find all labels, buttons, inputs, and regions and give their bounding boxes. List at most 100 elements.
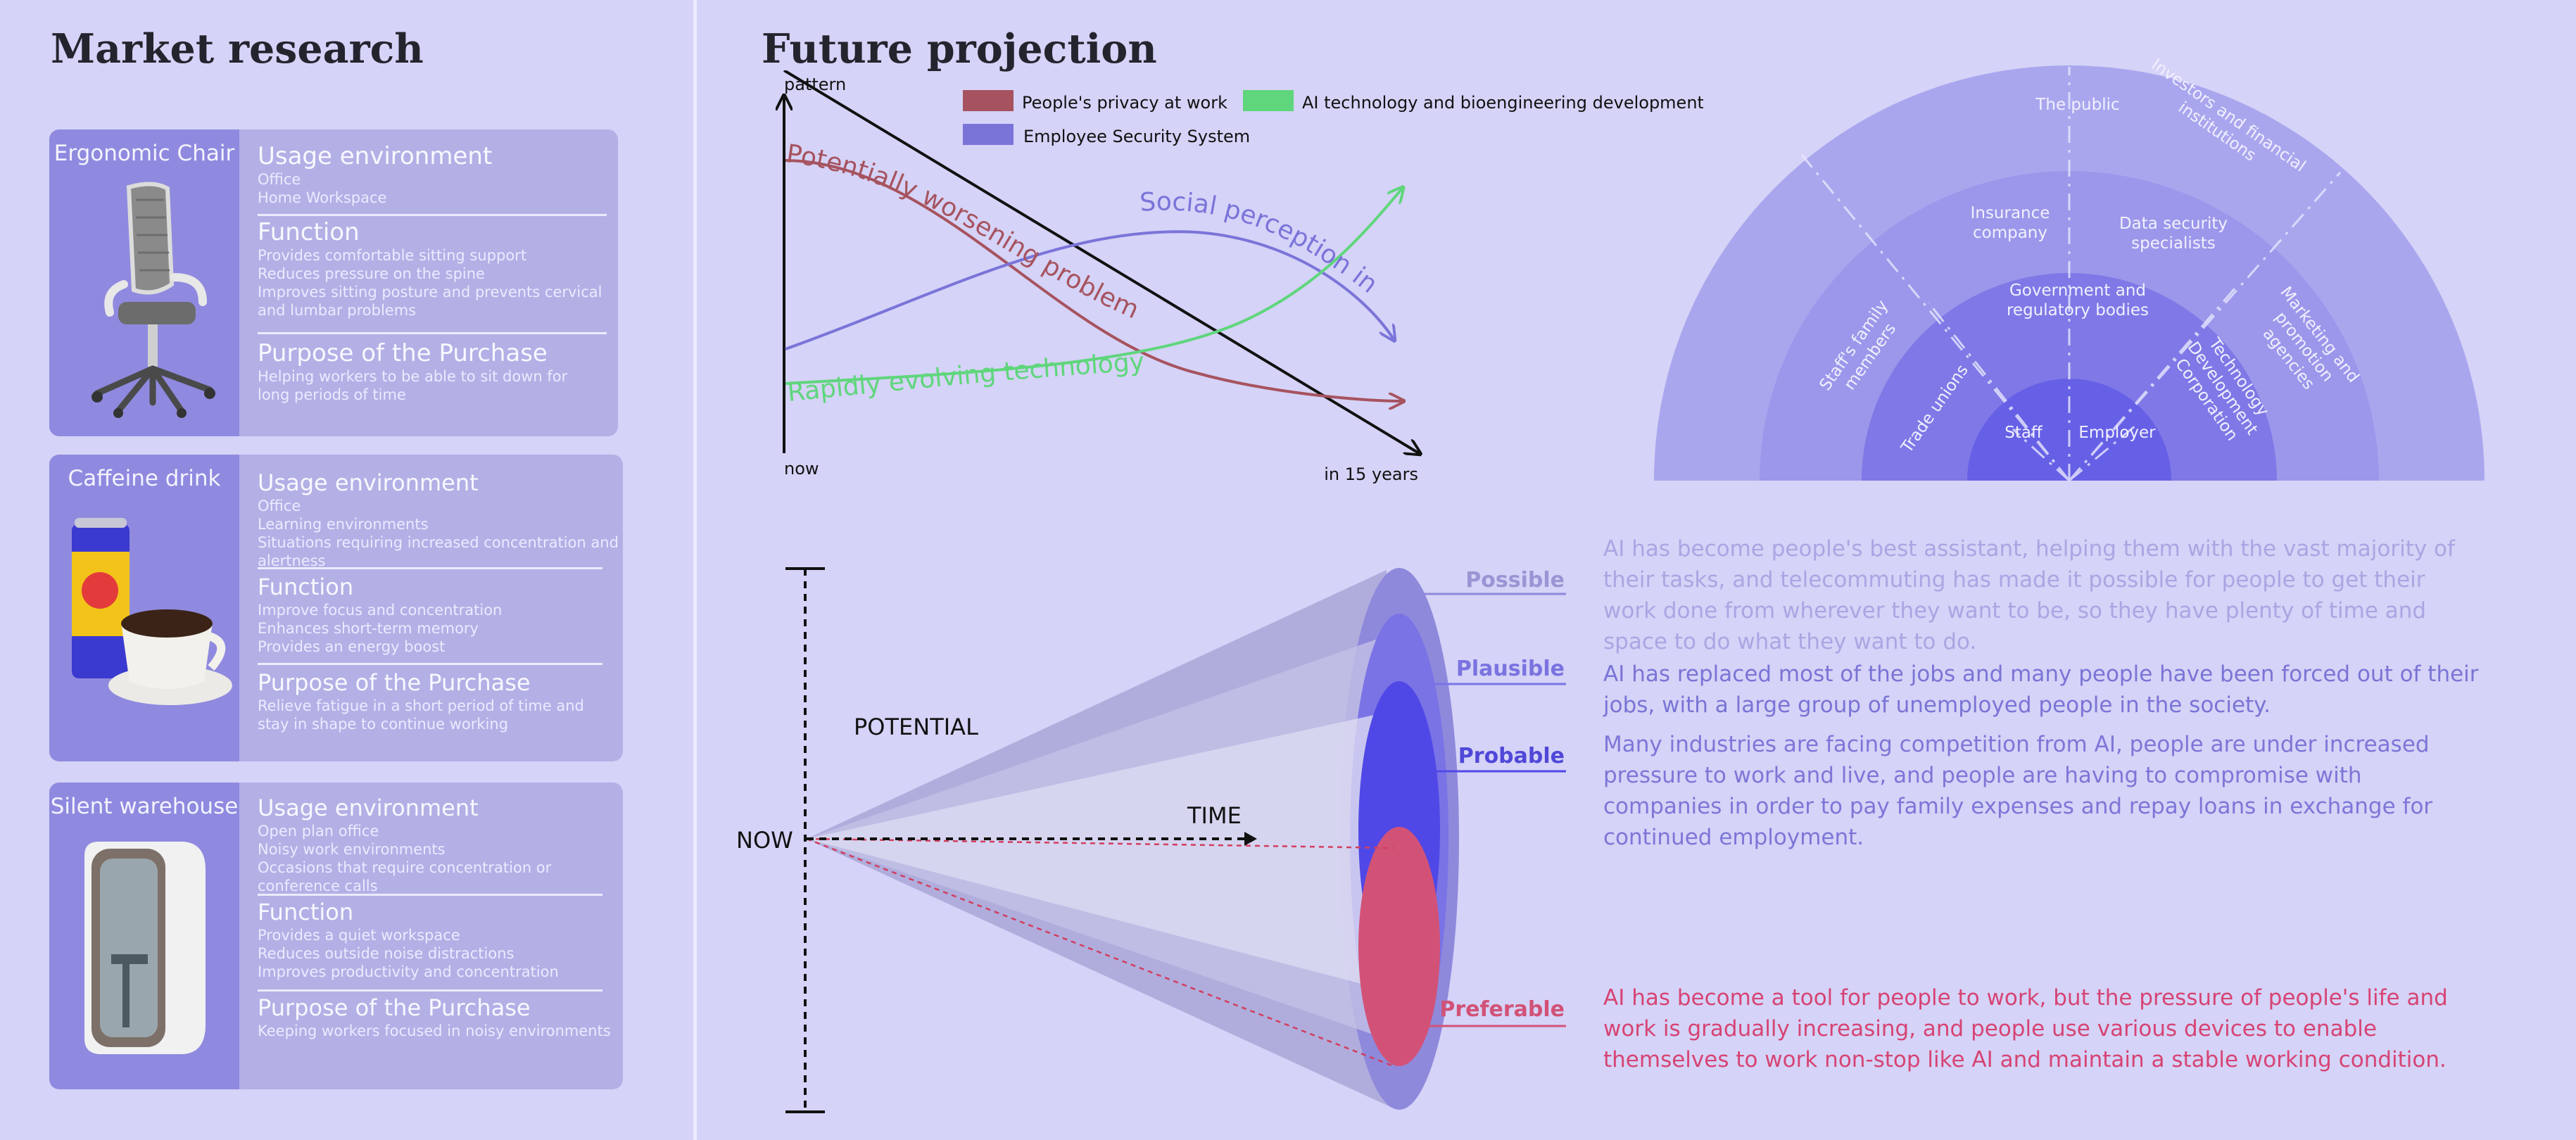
card-details-panel: Usage environment Office Home Workspace …: [239, 129, 618, 436]
legend-swatch-technology: [1243, 90, 1294, 111]
privacy-curve-label: Potentially worsening problem: [785, 139, 1143, 324]
label-employer: Employer: [2078, 424, 2156, 442]
time-label: TIME: [1187, 802, 1242, 829]
product-name: Ergonomic Chair: [53, 141, 235, 166]
preferable-line-top: [806, 837, 1394, 849]
market-research-title: Market research: [51, 25, 424, 72]
now-label: NOW: [736, 827, 793, 854]
scenario-probable-text: Many industries are facing competition f…: [1603, 732, 2433, 850]
function-item: Enhances short-term memory: [258, 620, 479, 637]
privacy-curve: [785, 159, 1402, 401]
product-name: Caffeine drink: [68, 466, 221, 491]
product-card-caffeine-drink: Caffeine drink Usage environment Office …: [49, 455, 623, 761]
technology-curve: [785, 189, 1402, 385]
legend-label-security: Employee Security System: [1023, 127, 1250, 146]
function-heading: Function: [258, 218, 360, 246]
purpose-heading: Purpose of the Purchase: [258, 669, 531, 696]
trend-graph: pattern now in 15 years Potentially wors…: [760, 70, 1703, 484]
scenario-possible-text: AI has become people's best assistant, h…: [1603, 536, 2455, 654]
divider-line: [258, 332, 607, 334]
legend-label-privacy: People's privacy at work: [1022, 93, 1227, 113]
function-item: Improve focus and concentration: [258, 602, 503, 619]
legend-swatch-security: [963, 124, 1014, 145]
function-item: Reduces pressure on the spine: [258, 265, 485, 282]
legend-label-technology: AI technology and bioengineering develop…: [1302, 93, 1703, 113]
stakeholder-map: The public Investors and financialinstit…: [1654, 56, 2485, 482]
purpose-item: Helping workers to be able to sit down f…: [258, 368, 568, 385]
card-image-panel: Silent warehouse: [49, 783, 239, 1089]
usage-block: Usage environment Office Learning enviro…: [258, 469, 623, 570]
ring-core: [1967, 379, 2171, 481]
label-data-security: Data security specialists: [2119, 215, 2228, 253]
function-item: Improves sitting posture and prevents ce…: [258, 284, 602, 300]
function-heading: Function: [258, 899, 354, 925]
time-arrowhead: [1244, 832, 1257, 846]
usage-heading: Usage environment: [258, 142, 493, 170]
usage-item: Home Workspace: [258, 189, 387, 206]
purpose-heading: Purpose of the Purchase: [258, 339, 548, 367]
legend-swatch-privacy: [963, 90, 1014, 111]
sector-lines: [1800, 67, 2342, 482]
function-heading: Function: [258, 574, 354, 600]
usage-item: Open plan office: [258, 823, 379, 840]
function-item: Provides an energy boost: [258, 638, 446, 655]
divider-line: [258, 567, 602, 569]
preferable-label: Preferable: [1439, 997, 1565, 1022]
product-name: Silent warehouse: [50, 794, 239, 819]
usage-item: Situations requiring increased concentra…: [258, 534, 619, 551]
function-item: Provides a quiet workspace: [258, 927, 460, 944]
x-axis-end-label: in 15 years: [1324, 464, 1418, 484]
purpose-item: long periods of time: [258, 386, 406, 403]
scenario-plausible-text: AI has replaced most of the jobs and man…: [1603, 661, 2479, 718]
office-chair-icon: [91, 182, 215, 418]
purpose-block: Purpose of the Purchase Helping workers …: [258, 339, 618, 404]
possible-label: Possible: [1465, 568, 1565, 593]
probable-label: Probable: [1458, 744, 1565, 768]
usage-heading: Usage environment: [258, 469, 479, 496]
scenario-preferable-text: AI has become a tool for people to work,…: [1603, 985, 2448, 1072]
product-card-ergonomic-chair: Ergonomic Chair Usage environment Office…: [49, 129, 618, 436]
purpose-heading: Purpose of the Purchase: [258, 994, 531, 1021]
purpose-item: Relieve fatigue in a short period of tim…: [258, 697, 584, 714]
divider-line: [258, 989, 602, 992]
usage-item: Office: [258, 171, 301, 188]
function-item: Reduces outside noise distractions: [258, 945, 514, 962]
label-staff: Staff: [2004, 424, 2043, 442]
card-details-panel: Usage environment Office Learning enviro…: [239, 455, 623, 761]
function-block: Function Improve focus and concentration…: [258, 573, 623, 656]
label-government: Government and regulatory bodies: [2007, 281, 2149, 319]
x-axis: [783, 70, 1419, 453]
energy-drink-and-coffee-icon: [72, 518, 232, 705]
function-item: Improves productivity and concentration: [258, 963, 559, 980]
divider-line: [258, 894, 602, 896]
usage-item: Learning environments: [258, 516, 429, 533]
usage-heading: Usage environment: [258, 794, 479, 821]
y-axis-label: pattern: [784, 75, 846, 94]
usage-item: conference calls: [258, 878, 378, 894]
purpose-block: Purpose of the Purchase Relieve fatigue …: [258, 669, 623, 733]
function-item: and lumbar problems: [258, 302, 417, 319]
future-projection-title: Future projection: [762, 25, 1157, 72]
divider-line: [258, 663, 602, 665]
phone-booth-icon: [84, 842, 206, 1054]
futures-cone: NOW POTENTIAL TIME Possible Plausible Pr…: [736, 567, 1566, 1113]
security-curve: [785, 230, 1394, 350]
preferable-line-bottom: [806, 837, 1394, 1068]
label-the-public: The public: [2035, 96, 2119, 114]
divider-line: [258, 214, 607, 216]
usage-item: Noisy work environments: [258, 841, 446, 858]
usage-item: alertness: [258, 552, 326, 569]
purpose-item: Keeping workers focused in noisy environ…: [258, 1022, 611, 1039]
card-image-panel: Ergonomic Chair: [49, 129, 239, 436]
function-block: Function Provides comfortable sitting su…: [258, 218, 618, 319]
product-card-silent-warehouse: Silent warehouse Usage environment Open …: [49, 783, 623, 1089]
card-image-panel: Caffeine drink: [49, 455, 239, 761]
plausible-label: Plausible: [1456, 657, 1565, 681]
potential-label: POTENTIAL: [854, 714, 978, 740]
purpose-item: stay in shape to continue working: [258, 716, 509, 733]
cone-preferable: [1358, 827, 1440, 1066]
x-axis-start-label: now: [784, 459, 819, 479]
usage-item: Occasions that require concentration or: [258, 859, 552, 876]
section-divider: [693, 0, 697, 1140]
label-insurance-company: Insurance company: [1971, 204, 2050, 242]
